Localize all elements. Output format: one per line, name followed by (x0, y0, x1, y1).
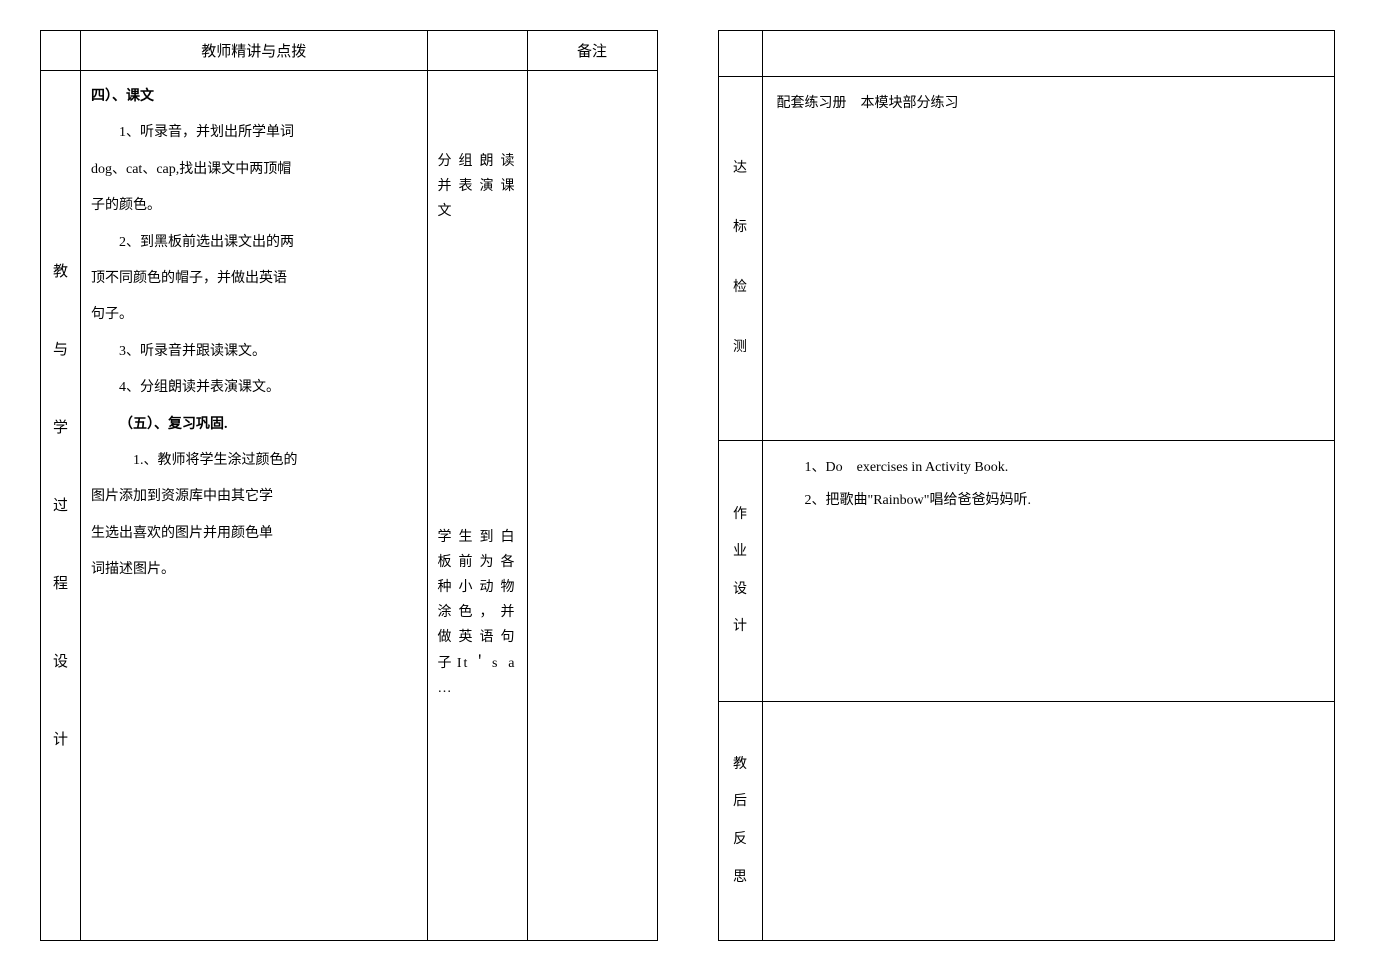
left-header-col4: 备注 (527, 31, 657, 71)
content-line: 词描述图片。 (91, 552, 417, 588)
content-line: 图片添加到资源库中由其它学 (91, 479, 417, 515)
left-header-row: 教师精讲与点拨 备注 (41, 31, 658, 71)
side-char: 教 (53, 248, 68, 296)
col2-bottom-text: 学生到白板前为各种小动物涂色，并做英语句子It＇s a … (438, 525, 517, 701)
label-char: 业 (733, 535, 747, 569)
side-char: 计 (53, 716, 68, 764)
label-char: 测 (733, 331, 747, 365)
right-row-2: 作 业 设 计 1、Do exercises in Activity Book.… (718, 440, 1335, 702)
section5-title: （五）、复习巩固. (91, 407, 417, 443)
right-label-1: 达 标 检 测 (718, 76, 762, 440)
content-line: 1、听录音，并划出所学单词 (91, 115, 417, 151)
hw-line2: 2、把歌曲"Rainbow"唱给爸爸妈妈听. (777, 484, 1321, 518)
content-line: 2、到黑板前选出课文出的两 (91, 225, 417, 261)
left-header-col2: 教师精讲与点拨 (81, 31, 428, 71)
right-content-2: 1、Do exercises in Activity Book. 2、把歌曲"R… (762, 440, 1335, 702)
label-char: 标 (733, 211, 747, 245)
side-char: 过 (53, 482, 68, 530)
label-char: 检 (733, 271, 747, 305)
section4-title: 四）、课文 (91, 79, 417, 115)
left-side-label: 教 与 学 过 程 设 计 (41, 71, 81, 941)
content-line: 3、听录音并跟读课文。 (91, 334, 417, 370)
label-char: 思 (733, 861, 747, 895)
content-text: 配套练习册 本模块部分练习 (777, 87, 1321, 121)
content-line: 句子。 (91, 297, 417, 333)
side-char: 与 (53, 326, 68, 374)
left-col2: 分组朗读并表演课文 学生到白板前为各种小动物涂色，并做英语句子It＇s a … (427, 71, 527, 941)
side-char: 学 (53, 404, 68, 452)
label-char: 作 (733, 498, 747, 532)
left-header-col1 (41, 31, 81, 71)
right-row-3: 教 后 反 思 (718, 702, 1335, 941)
hw-line1: 1、Do exercises in Activity Book. (777, 451, 1321, 485)
left-col3-remarks (527, 71, 657, 941)
label-char: 教 (733, 748, 747, 782)
left-table: 教师精讲与点拨 备注 教 与 学 过 程 设 计 四）、课文 1、听录音，并划出… (40, 30, 658, 941)
label-char: 计 (733, 610, 747, 644)
right-label-2: 作 业 设 计 (718, 440, 762, 702)
content-line: 1.、教师将学生涂过颜色的 (91, 443, 417, 479)
right-content-1: 配套练习册 本模块部分练习 (762, 76, 1335, 440)
right-table: 达 标 检 测 配套练习册 本模块部分练习 作 业 设 计 1、Do (718, 30, 1336, 941)
side-char: 程 (53, 560, 68, 608)
col2-top-text: 分组朗读并表演课文 (438, 79, 517, 225)
content-line: 4、分组朗读并表演课文。 (91, 370, 417, 406)
right-document-panel: 达 标 检 测 配套练习册 本模块部分练习 作 业 设 计 1、Do (718, 30, 1336, 941)
right-empty-content (762, 31, 1335, 77)
content-line: 子的颜色。 (91, 188, 417, 224)
right-empty-label (718, 31, 762, 77)
left-header-col3 (427, 31, 527, 71)
content-line: dog、cat、cap,找出课文中两顶帽 (91, 152, 417, 188)
right-row-1: 达 标 检 测 配套练习册 本模块部分练习 (718, 76, 1335, 440)
right-row-empty-top (718, 31, 1335, 77)
label-char: 后 (733, 785, 747, 819)
content-line: 生选出喜欢的图片并用颜色单 (91, 516, 417, 552)
left-document-panel: 教师精讲与点拨 备注 教 与 学 过 程 设 计 四）、课文 1、听录音，并划出… (40, 30, 658, 941)
right-content-3 (762, 702, 1335, 941)
right-label-3: 教 后 反 思 (718, 702, 762, 941)
side-char: 设 (53, 638, 68, 686)
label-char: 反 (733, 823, 747, 857)
label-char: 设 (733, 573, 747, 607)
left-body-row: 教 与 学 过 程 设 计 四）、课文 1、听录音，并划出所学单词 dog、ca… (41, 71, 658, 941)
content-line: 顶不同颜色的帽子，并做出英语 (91, 261, 417, 297)
left-content-cell: 四）、课文 1、听录音，并划出所学单词 dog、cat、cap,找出课文中两顶帽… (81, 71, 428, 941)
label-char: 达 (733, 152, 747, 186)
